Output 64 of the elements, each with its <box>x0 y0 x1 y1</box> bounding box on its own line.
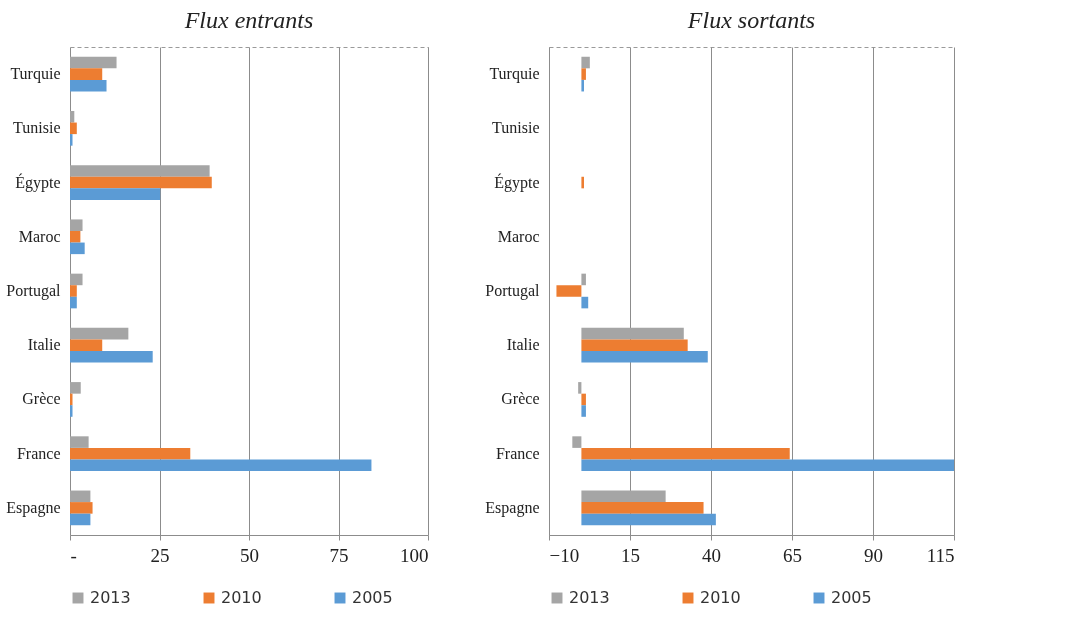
x-tick-label: - <box>70 544 77 566</box>
legend-label: 2013 <box>90 588 131 607</box>
y-tick-label: Grèce <box>501 390 540 408</box>
bar <box>70 339 103 352</box>
legend-label: 2005 <box>831 588 872 607</box>
bar <box>70 447 191 460</box>
bar <box>70 219 83 231</box>
y-tick-label: Portugal <box>6 282 62 300</box>
y-tick-label: Portugal <box>485 282 541 300</box>
y-tick-label: Turquie <box>489 65 540 84</box>
bar <box>70 405 73 417</box>
x-tick-label: 15 <box>621 544 640 566</box>
y-tick-label: Espagne <box>485 498 540 517</box>
y-tick-label: Grèce <box>22 390 61 408</box>
legend-label: 2005 <box>352 588 393 607</box>
bar <box>70 351 153 363</box>
x-tick-label: 115 <box>926 544 955 566</box>
bar <box>70 490 91 503</box>
bar <box>70 327 129 340</box>
x-tick-label: 25 <box>150 544 170 566</box>
y-tick-label: Tunisie <box>13 119 61 137</box>
bar <box>70 513 91 526</box>
y-tick-label: France <box>16 444 61 462</box>
bar <box>70 122 77 135</box>
x-tick-label: 40 <box>702 544 721 566</box>
bar <box>70 230 81 243</box>
bar <box>70 68 103 80</box>
bar <box>70 436 89 448</box>
bar <box>70 393 73 406</box>
bar <box>70 79 107 92</box>
y-tick-label: Turquie <box>10 65 61 84</box>
bar <box>70 382 81 394</box>
y-tick-label: Égypte <box>494 172 540 192</box>
bar <box>70 502 93 514</box>
bar <box>70 296 77 309</box>
legend-label: 2013 <box>569 588 610 607</box>
bar <box>70 188 161 200</box>
y-tick-label: Maroc <box>18 227 61 245</box>
y-tick-label: Italie <box>27 336 61 354</box>
bar <box>70 285 77 297</box>
legend-label: 2010 <box>221 588 262 607</box>
legend-label: 2010 <box>700 588 741 607</box>
bar <box>70 134 73 146</box>
y-tick-label: France <box>495 444 540 462</box>
x-tick-label: 75 <box>329 544 349 566</box>
x-tick-label: 90 <box>864 544 883 566</box>
chart-title: Flux sortants <box>686 7 816 33</box>
bar <box>70 56 117 69</box>
chart-title: Flux entrants <box>183 7 314 33</box>
bar <box>70 110 75 123</box>
y-tick-label: Maroc <box>497 227 540 245</box>
bar <box>70 459 372 472</box>
bar <box>70 176 212 189</box>
y-tick-label: Italie <box>506 336 540 354</box>
bar <box>70 165 210 177</box>
x-tick-label: 65 <box>783 544 802 566</box>
y-tick-label: Égypte <box>15 172 61 192</box>
bar <box>70 273 83 286</box>
y-tick-label: Espagne <box>6 498 61 517</box>
x-tick-label: −10 <box>549 544 580 566</box>
x-tick-label: 100 <box>400 544 429 566</box>
y-tick-label: Tunisie <box>492 119 540 137</box>
bar <box>70 242 85 255</box>
x-tick-label: 50 <box>240 544 259 566</box>
